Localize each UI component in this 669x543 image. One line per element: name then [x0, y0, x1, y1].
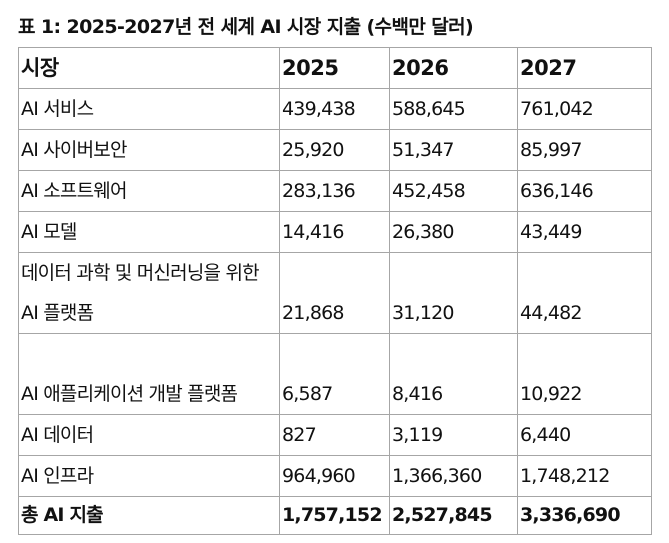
header-2026: 2026 — [389, 47, 518, 89]
total-2025: 1,757,152 — [279, 496, 390, 535]
market-cell: AI 모델 — [18, 211, 280, 253]
value-2026: 1,366,360 — [389, 455, 518, 497]
market-cell: AI 소프트웨어 — [18, 170, 280, 212]
table-row: AI 애플리케이션 개발 플랫폼 6,587 8,416 10,922 — [18, 333, 652, 415]
value-2027: 761,042 — [517, 88, 652, 130]
value-2025: 964,960 — [279, 455, 390, 497]
value-2027: 6,440 — [517, 414, 652, 456]
value-2026: 26,380 — [389, 211, 518, 253]
value-2025: 439,438 — [279, 88, 390, 130]
value-2025: 21,868 — [279, 252, 390, 334]
table-row: AI 데이터 827 3,119 6,440 — [18, 414, 652, 456]
table-caption: 표 1: 2025-2027년 전 세계 AI 시장 지출 (수백만 달러) — [18, 16, 474, 38]
value-2025: 25,920 — [279, 129, 390, 171]
market-cell: AI 데이터 — [18, 414, 280, 456]
total-label: 총 AI 지출 — [18, 496, 280, 535]
header-2025: 2025 — [279, 47, 390, 89]
value-2026: 31,120 — [389, 252, 518, 334]
total-2026: 2,527,845 — [389, 496, 518, 535]
value-2027: 44,482 — [517, 252, 652, 334]
value-2027: 10,922 — [517, 333, 652, 415]
total-row: 총 AI 지출 1,757,152 2,527,845 3,336,690 — [18, 496, 652, 535]
market-cell: 데이터 과학 및 머신러닝을 위한 AI 플랫폼 — [18, 252, 280, 334]
header-row: 시장 2025 2026 2027 — [18, 47, 652, 89]
market-cell: AI 사이버보안 — [18, 129, 280, 171]
value-2025: 283,136 — [279, 170, 390, 212]
market-cell: AI 인프라 — [18, 455, 280, 497]
total-2027: 3,336,690 — [517, 496, 652, 535]
table-row: 데이터 과학 및 머신러닝을 위한 AI 플랫폼 21,868 31,120 4… — [18, 252, 652, 334]
table-row: AI 모델 14,416 26,380 43,449 — [18, 211, 652, 253]
header-market: 시장 — [18, 47, 280, 89]
value-2025: 6,587 — [279, 333, 390, 415]
table-row: AI 사이버보안 25,920 51,347 85,997 — [18, 129, 652, 171]
value-2027: 636,146 — [517, 170, 652, 212]
value-2027: 43,449 — [517, 211, 652, 253]
market-cell: AI 애플리케이션 개발 플랫폼 — [18, 333, 280, 415]
value-2025: 14,416 — [279, 211, 390, 253]
header-2027: 2027 — [517, 47, 652, 89]
value-2026: 51,347 — [389, 129, 518, 171]
value-2026: 3,119 — [389, 414, 518, 456]
value-2026: 8,416 — [389, 333, 518, 415]
market-cell: AI 서비스 — [18, 88, 280, 130]
value-2027: 85,997 — [517, 129, 652, 171]
table-row: AI 인프라 964,960 1,366,360 1,748,212 — [18, 455, 652, 497]
value-2026: 588,645 — [389, 88, 518, 130]
table-row: AI 소프트웨어 283,136 452,458 636,146 — [18, 170, 652, 212]
value-2026: 452,458 — [389, 170, 518, 212]
ai-market-spending-table: 시장 2025 2026 2027 AI 서비스 439,438 588,645… — [18, 47, 652, 535]
table-row: AI 서비스 439,438 588,645 761,042 — [18, 88, 652, 130]
value-2027: 1,748,212 — [517, 455, 652, 497]
value-2025: 827 — [279, 414, 390, 456]
